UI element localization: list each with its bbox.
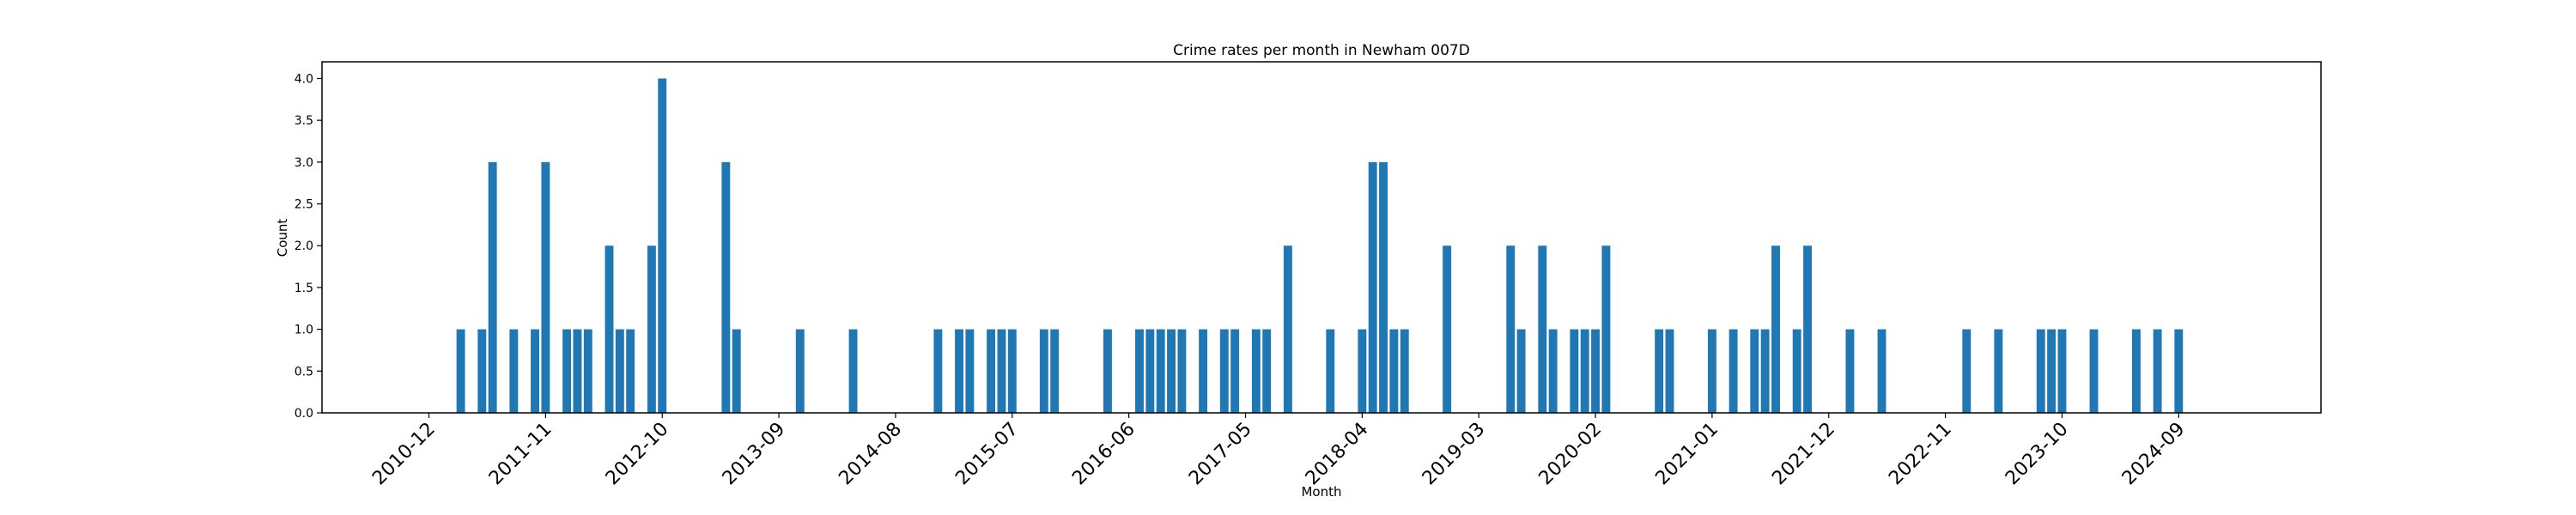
y-tick-label: 1.0 — [295, 324, 313, 337]
bar-2019-12 — [1570, 329, 1579, 413]
bar-2012-06 — [615, 329, 624, 413]
y-tick-label: 2.5 — [295, 198, 313, 212]
axes-frame — [321, 61, 2322, 414]
bar-2020-09 — [1665, 329, 1674, 413]
bar-2019-07 — [1516, 329, 1526, 413]
bar-2017-07 — [1262, 329, 1272, 413]
bar-2017-01 — [1199, 329, 1208, 413]
bar-2023-04 — [1994, 329, 2003, 413]
y-axis-label: Count — [275, 219, 290, 258]
bar-2017-03 — [1219, 329, 1229, 413]
bar-2012-09 — [647, 245, 656, 413]
bar-2011-10 — [531, 329, 539, 413]
bar-2011-05 — [477, 329, 487, 413]
y-tick-label: 1.5 — [295, 282, 313, 295]
bar-2018-01 — [1326, 329, 1335, 413]
bar-2022-02 — [1845, 329, 1855, 413]
bar-2021-03 — [1728, 329, 1738, 413]
bar-2024-05 — [2131, 329, 2141, 413]
bar-2018-07 — [1389, 329, 1399, 413]
y-axis: 0.0 0.5 1.0 1.5 2.0 2.5 3.0 3.5 4.0 — [295, 72, 322, 421]
bar-2017-04 — [1230, 329, 1240, 413]
bar-2015-05 — [987, 329, 996, 413]
bar-2016-08 — [1145, 329, 1155, 413]
bar-2016-09 — [1156, 329, 1165, 413]
y-tick-label: 2.0 — [295, 239, 313, 253]
bar-2016-07 — [1135, 329, 1144, 413]
bar-2015-07 — [1007, 329, 1017, 413]
bar-2013-05 — [732, 329, 741, 413]
bar-2014-04 — [848, 329, 858, 413]
bar-2023-09 — [2047, 329, 2057, 413]
bar-2014-12 — [933, 329, 943, 413]
bar-2012-07 — [626, 329, 635, 413]
bar-2012-01 — [562, 329, 572, 413]
bar-2019-10 — [1548, 329, 1558, 413]
bar-2020-01 — [1580, 329, 1589, 413]
x-axis-label: Month — [1301, 484, 1341, 500]
bar-2017-09 — [1283, 245, 1292, 413]
bar-2011-11 — [541, 161, 550, 414]
bar-2012-05 — [605, 245, 614, 413]
bar-2015-02 — [955, 329, 963, 413]
bar-2020-03 — [1601, 245, 1611, 413]
bar-2016-04 — [1103, 329, 1112, 413]
bar-2011-08 — [509, 329, 519, 413]
bar-2011-03 — [456, 329, 465, 413]
bar-2012-03 — [583, 329, 592, 413]
bar-2019-06 — [1506, 245, 1516, 413]
bar-2020-02 — [1591, 329, 1600, 413]
bar-2024-01 — [2089, 329, 2099, 413]
chart-title: Crime rates per month in Newham 007D — [1173, 42, 1470, 59]
bar-2018-06 — [1379, 161, 1388, 414]
bar-2018-08 — [1400, 329, 1409, 413]
bar-2021-09 — [1792, 329, 1801, 413]
y-tick-label: 0.5 — [295, 365, 313, 379]
bar-2013-11 — [795, 329, 805, 413]
bar-2023-08 — [2036, 329, 2045, 413]
bar-2016-11 — [1177, 329, 1187, 413]
bar-2022-05 — [1877, 329, 1886, 413]
bar-2020-08 — [1655, 329, 1664, 413]
y-tick-label: 3.5 — [295, 114, 313, 128]
bar-2018-12 — [1443, 245, 1452, 413]
bar-2023-01 — [1962, 329, 1971, 413]
y-tick-label: 0.0 — [295, 407, 313, 421]
bar-2012-10 — [658, 78, 667, 413]
bar-2017-06 — [1251, 329, 1261, 413]
bar-2018-04 — [1358, 329, 1367, 413]
bar-2012-02 — [573, 329, 582, 413]
bar-2024-09 — [2174, 329, 2184, 413]
bar-2019-09 — [1538, 245, 1547, 413]
bar-2021-10 — [1803, 245, 1812, 413]
bar-2015-03 — [965, 329, 975, 413]
y-tick-label: 3.0 — [295, 156, 313, 170]
bar-2018-05 — [1368, 161, 1377, 414]
bar-2016-10 — [1167, 329, 1176, 413]
bar-2021-06 — [1760, 329, 1770, 413]
bar-2011-06 — [488, 161, 497, 414]
bar-2015-10 — [1039, 329, 1048, 413]
bar-2023-10 — [2057, 329, 2067, 413]
bar-2013-04 — [721, 161, 731, 414]
bar-2015-11 — [1050, 329, 1060, 413]
bar-2021-01 — [1707, 329, 1716, 413]
bar-2021-07 — [1771, 245, 1780, 413]
bars-group — [456, 78, 2184, 414]
bar-2024-07 — [2153, 329, 2162, 413]
bar-2021-05 — [1750, 329, 1759, 413]
y-tick-label: 4.0 — [295, 72, 313, 86]
bar-2015-06 — [997, 329, 1006, 413]
